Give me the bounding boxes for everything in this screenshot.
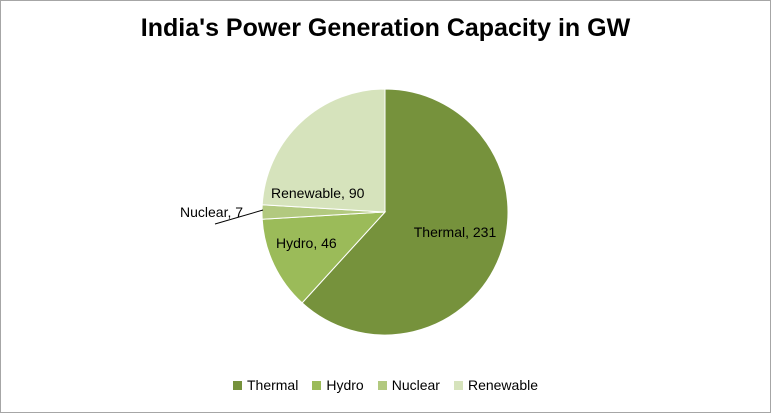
pie-slice-renewable bbox=[261, 88, 386, 213]
legend-swatch-renewable bbox=[453, 380, 463, 390]
legend-item-nuclear: Nuclear bbox=[377, 377, 440, 393]
legend-item-renewable: Renewable bbox=[453, 377, 539, 393]
legend-swatch-nuclear bbox=[377, 380, 387, 390]
legend-label-hydro: Hydro bbox=[326, 377, 364, 393]
data-label-hydro: Hydro, 46 bbox=[276, 235, 337, 251]
leader-line-nuclear bbox=[214, 209, 264, 225]
legend-label-renewable: Renewable bbox=[467, 377, 539, 393]
legend: Thermal Hydro Nuclear Renewable bbox=[0, 377, 771, 393]
legend-label-thermal: Thermal bbox=[246, 377, 299, 393]
legend-swatch-thermal bbox=[232, 380, 242, 390]
pie-slice-thermal bbox=[301, 88, 509, 336]
legend-label-nuclear: Nuclear bbox=[391, 377, 440, 393]
legend-item-thermal: Thermal bbox=[232, 377, 299, 393]
data-label-thermal: Thermal, 231 bbox=[414, 224, 497, 240]
data-label-renewable: Renewable, 90 bbox=[271, 185, 365, 201]
data-label-nuclear: Nuclear, 7 bbox=[180, 204, 243, 220]
legend-swatch-hydro bbox=[312, 380, 322, 390]
legend-item-hydro: Hydro bbox=[312, 377, 364, 393]
chart-title: India's Power Generation Capacity in GW bbox=[140, 14, 631, 42]
pie-slice-hydro bbox=[261, 211, 387, 304]
